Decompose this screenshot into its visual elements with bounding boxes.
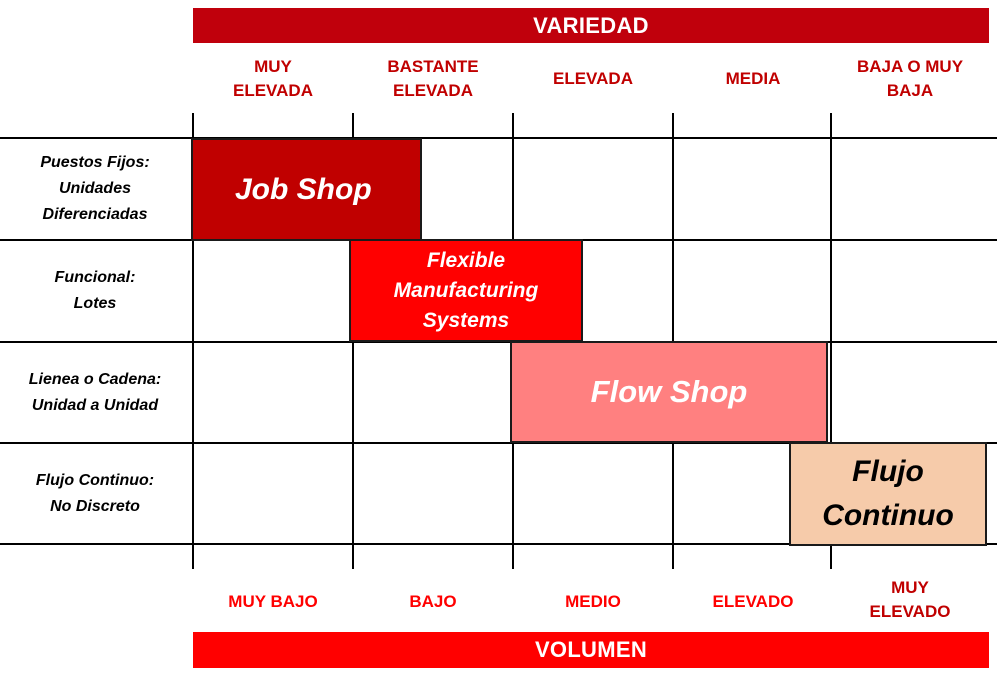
volume-level-elevado: ELEVADO [712,592,794,611]
volume-level-muy-elevado: MUY ELEVADO [869,578,951,621]
variety-level-elevada: ELEVADA [553,69,633,88]
flow-shop-box: Flow Shop [510,341,828,443]
job-shop-box: Job Shop [191,138,422,241]
volume-banner: VOLUMEN [193,632,989,668]
variety-level-baja: BAJA O MUY BAJA [856,57,964,100]
grid-line-h5 [0,543,997,545]
grid-line-v1 [192,113,194,569]
variety-banner: VARIEDAD [193,8,989,43]
volume-level-medio: MEDIO [565,592,621,611]
process-type-funcional: Funcional: Lotes [54,269,136,312]
flujo-continuo-box: Flujo Continuo [789,442,987,546]
process-type-puestos-fijos: Puestos Fijos: Unidades Diferenciadas [40,154,150,223]
variety-level-bastante-elevada: BASTANTE ELEVADA [387,57,479,100]
process-type-flujo-continuo: Flujo Continuo: No Discreto [35,472,155,515]
grid-line-v5 [830,113,832,569]
grid-line-h4 [0,442,997,444]
grid-line-h1 [0,137,997,139]
variety-level-media: MEDIA [725,69,781,88]
volume-level-muy-bajo: MUY BAJO [228,592,318,611]
fms-box: Flexible Manufacturing Systems [349,239,583,342]
volume-level-bajo: BAJO [409,592,457,611]
variety-level-muy-elevada: MUY ELEVADA [233,57,313,100]
process-type-linea-cadena: Lienea o Cadena: Unidad a Unidad [28,371,162,414]
